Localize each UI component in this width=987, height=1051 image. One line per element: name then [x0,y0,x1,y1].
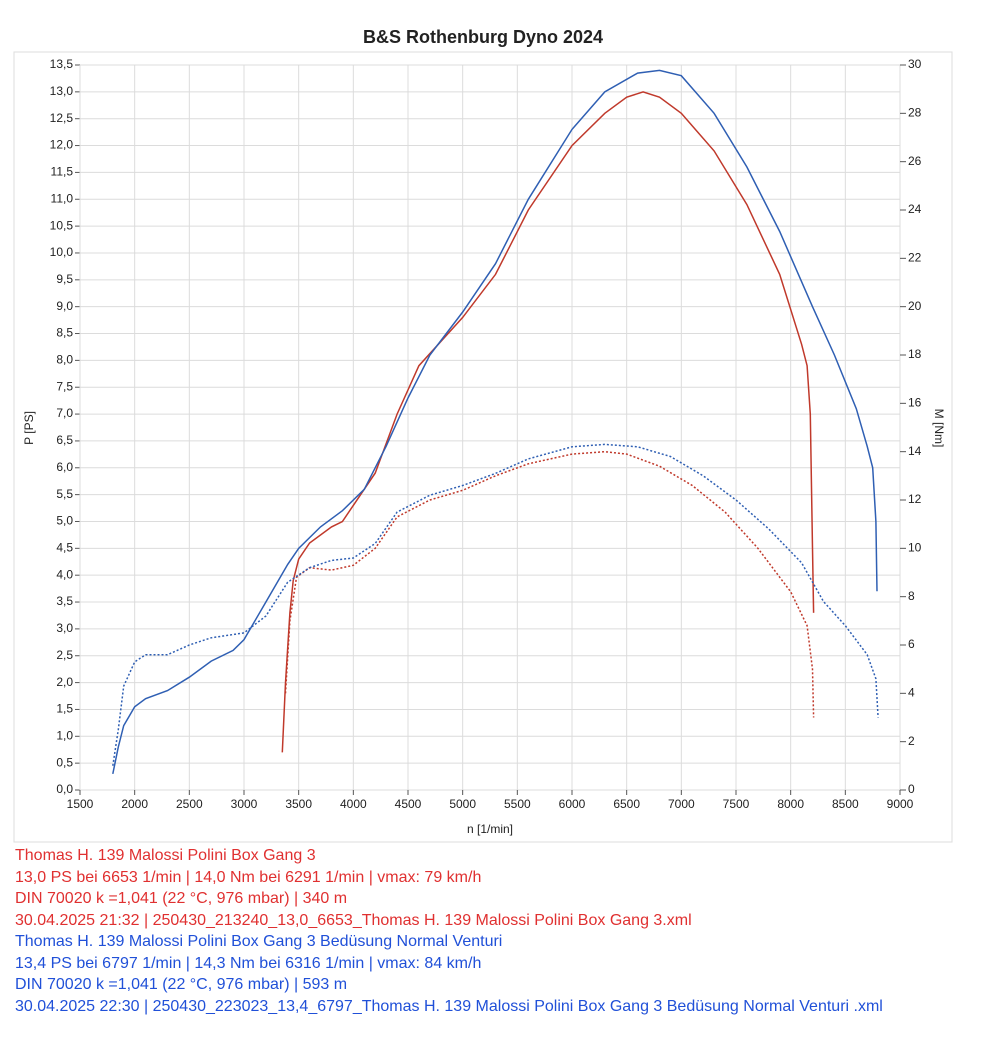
y-axis-label: P [PS] [22,411,36,445]
y2-tick-label: 14 [908,444,922,458]
y2-tick-label: 30 [908,57,922,71]
note-line: 30.04.2025 21:32 | 250430_213240_13,0_66… [15,911,692,929]
y-tick-label: 12,0 [50,138,74,152]
y-tick-label: 12,5 [50,111,74,125]
y2-tick-label: 8 [908,589,915,603]
x-tick-label: 3500 [285,797,312,811]
y-tick-label: 11,0 [51,191,74,205]
y2-axis-label: M [Nm] [932,409,946,448]
y-tick-label: 4,5 [56,541,73,555]
y-tick-label: 7,5 [56,379,73,393]
chart: B&S Rothenburg Dyno 2024 n [1/min] P [PS… [13,27,953,843]
y-tick-label: 5,5 [56,487,73,501]
y-tick-label: 8,0 [56,353,73,367]
plot-area [79,64,901,791]
x-tick-label: 5500 [504,797,531,811]
y-tick-label: 6,5 [56,433,73,447]
note-line: DIN 70020 k =1,041 (22 °C, 976 mbar) | 5… [15,976,348,993]
x-tick-label: 7500 [723,797,750,811]
x-tick-label: 5000 [449,797,476,811]
y-tick-label: 5,0 [56,514,73,528]
note-line: Thomas H. 139 Malossi Polini Box Gang 3 … [15,933,503,950]
y2-tick-label: 20 [908,299,922,313]
x-tick-label: 6500 [613,797,640,811]
note-line: DIN 70020 k =1,041 (22 °C, 976 mbar) | 3… [15,890,348,907]
y-tick-label: 13,5 [50,57,74,71]
series-line [281,91,815,753]
notes: Thomas H. 139 Malossi Polini Box Gang 3 1… [15,845,915,1017]
y-tick-label: 6,0 [56,460,73,474]
x-tick-label: 6000 [559,797,586,811]
y-tick-label: 2,5 [56,648,73,662]
x-axis-label: n [1/min] [467,822,513,836]
x-tick-label: 9000 [887,797,914,811]
series-line [112,69,878,775]
note-line: 30.04.2025 22:30 | 250430_223023_13,4_67… [15,997,883,1015]
y-tick-label: 3,5 [56,594,73,608]
y2-tick-label: 28 [908,106,922,120]
y2-tick-label: 22 [908,251,922,265]
y2-tick-label: 18 [908,347,922,361]
x-tick-label: 8000 [777,797,804,811]
y2-tick-label: 6 [908,637,915,651]
y2-tick-label: 4 [908,686,915,700]
note-line: Thomas H. 139 Malossi Polini Box Gang 3 [15,847,316,864]
x-tick-label: 2500 [176,797,203,811]
series-line [284,450,815,718]
y-tick-label: 8,5 [56,326,73,340]
y-tick-label: 2,0 [56,675,73,689]
x-tick-label: 8500 [832,797,859,811]
y2-tick-label: 10 [908,541,922,555]
x-tick-label: 4500 [395,797,422,811]
y-tick-label: 7,0 [56,406,73,420]
series-line [112,443,879,766]
x-tick-label: 3000 [231,797,258,811]
y2-tick-label: 12 [908,492,922,506]
y-tick-label: 9,0 [56,299,73,313]
y-tick-label: 4,0 [56,567,73,581]
y-tick-label: 11,5 [51,165,74,179]
y-tick-label: 0,0 [56,782,73,796]
y-tick-label: 9,5 [56,272,73,286]
y-tick-label: 10,5 [50,218,74,232]
x-tick-label: 7000 [668,797,695,811]
y2-tick-label: 0 [908,782,915,796]
x-tick-label: 4000 [340,797,367,811]
note-line: 13,0 PS bei 6653 1/min | 14,0 Nm bei 629… [15,868,482,886]
y-tick-label: 3,0 [56,621,73,635]
x-tick-label: 1500 [67,797,94,811]
y-tick-label: 1,5 [56,702,73,716]
y-tick-label: 10,0 [50,245,74,259]
x-tick-label: 2000 [121,797,148,811]
chart-title: B&S Rothenburg Dyno 2024 [363,27,603,47]
y2-tick-label: 2 [908,734,915,748]
y2-tick-label: 24 [908,202,922,216]
note-line: 13,4 PS bei 6797 1/min | 14,3 Nm bei 631… [15,954,482,972]
y2-tick-label: 16 [908,396,922,410]
y2-tick-label: 26 [908,154,922,168]
chart-frame [13,51,953,843]
y-tick-label: 13,0 [50,84,74,98]
y-tick-label: 0,5 [56,755,73,769]
y-tick-label: 1,0 [56,728,73,742]
